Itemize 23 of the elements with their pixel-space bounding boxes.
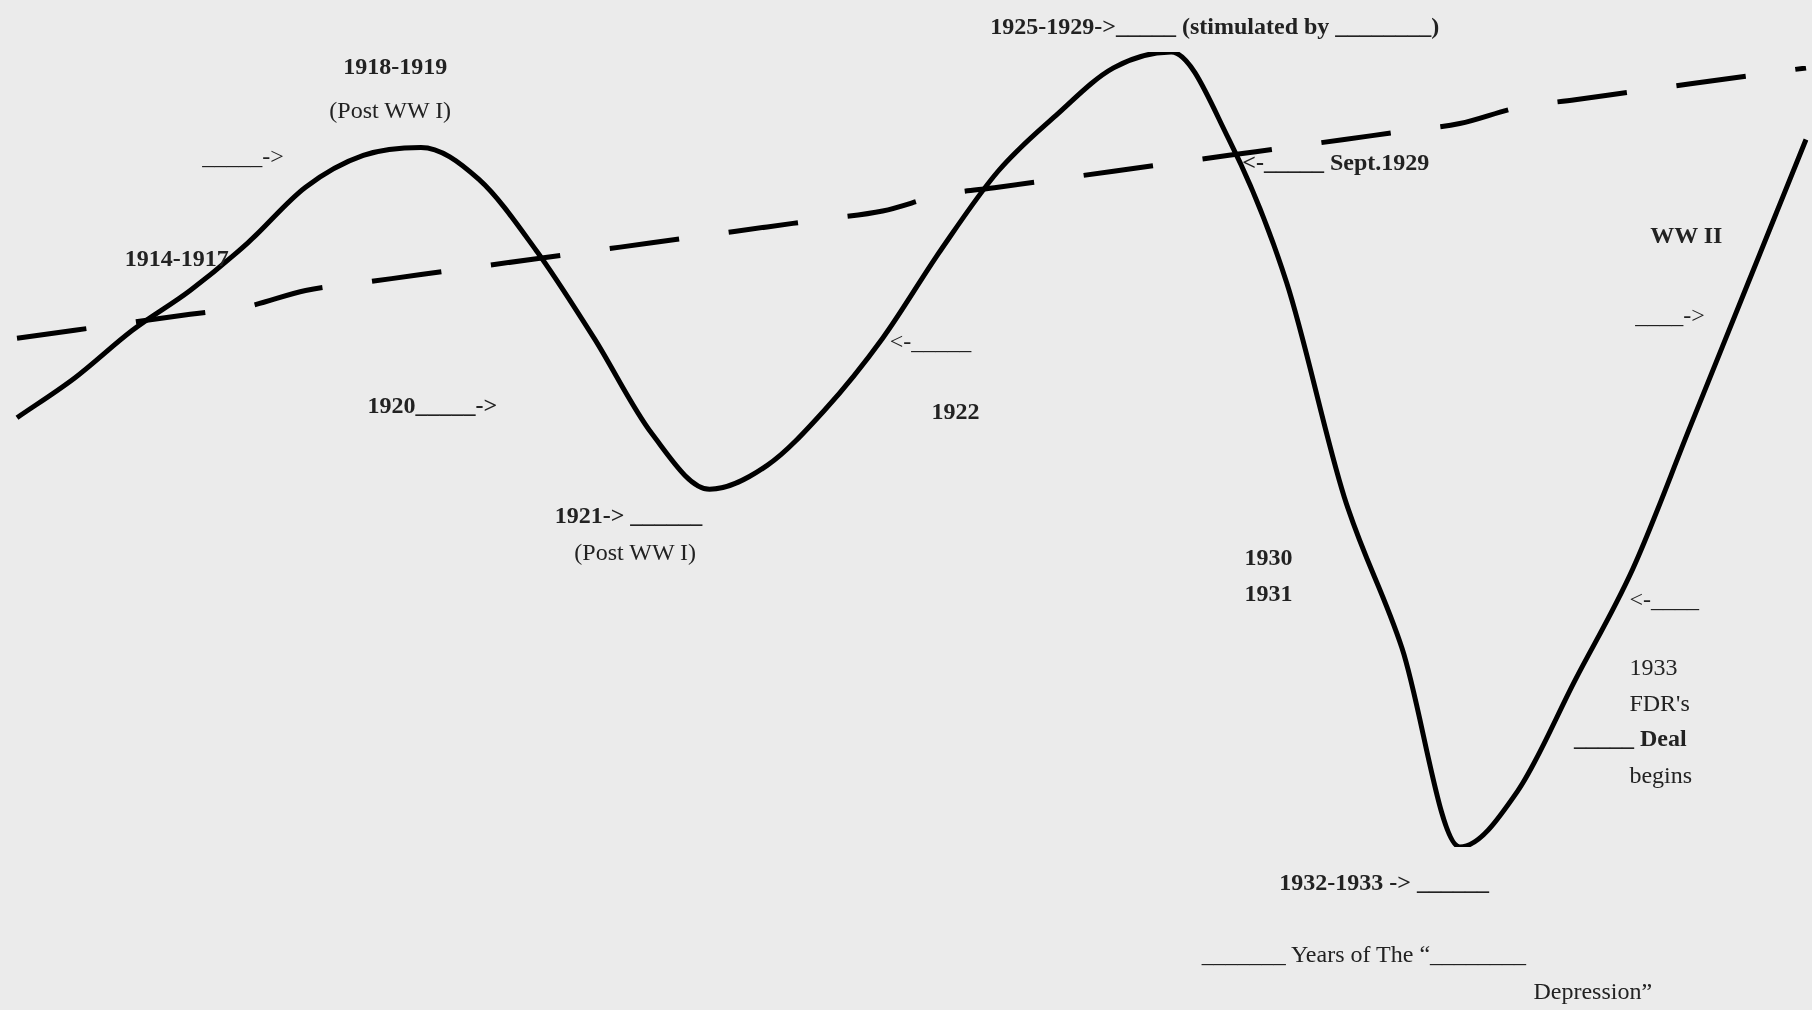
annotation: 1930 [1244, 544, 1293, 571]
annotation: 1933 [1629, 654, 1678, 681]
text: 1932-1933 -> ______ [1279, 869, 1489, 896]
annotation: _____ Deal [1573, 724, 1687, 751]
annotation: (Post WW I) [329, 97, 452, 124]
annotation: (Post WW I) [574, 538, 697, 565]
annotation: _____-> [202, 143, 284, 170]
annotation: 1931 [1244, 580, 1293, 607]
annotation: 1918-1919 [343, 53, 448, 80]
annotation: 1922 [931, 397, 980, 424]
text: _______ Years of The “________ [1201, 940, 1527, 967]
annotation: FDR's [1629, 690, 1690, 717]
annotation: 1920_____-> [367, 391, 498, 418]
annotation: begins [1629, 761, 1693, 788]
text: Depression” [1533, 977, 1653, 1004]
annotation: <-____ [1629, 586, 1699, 613]
text: 1925-1929->_____ (stimulated by ________) [990, 12, 1440, 39]
annotation: WW II [1650, 222, 1723, 249]
annotation: ____-> [1635, 301, 1705, 328]
annotation: <-_____ Sept.1929 [1242, 149, 1430, 176]
annotation: <-_____ [889, 328, 972, 355]
annotation: 1914-1917 [124, 245, 229, 272]
annotation: 1921-> ______ [554, 501, 703, 528]
